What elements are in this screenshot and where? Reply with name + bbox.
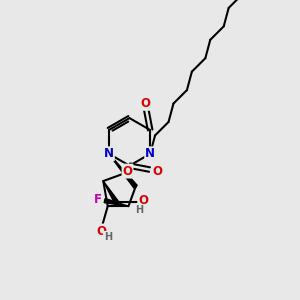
Polygon shape [109, 154, 137, 188]
Text: H: H [135, 205, 143, 215]
Polygon shape [103, 181, 118, 204]
Polygon shape [104, 199, 128, 206]
Text: F: F [94, 193, 102, 206]
Text: O: O [138, 194, 148, 207]
Text: O: O [122, 165, 133, 178]
Text: O: O [96, 224, 106, 238]
Text: O: O [152, 165, 162, 178]
Text: H: H [104, 232, 112, 242]
Text: N: N [104, 147, 114, 160]
Text: N: N [145, 147, 155, 160]
Text: O: O [140, 97, 150, 110]
